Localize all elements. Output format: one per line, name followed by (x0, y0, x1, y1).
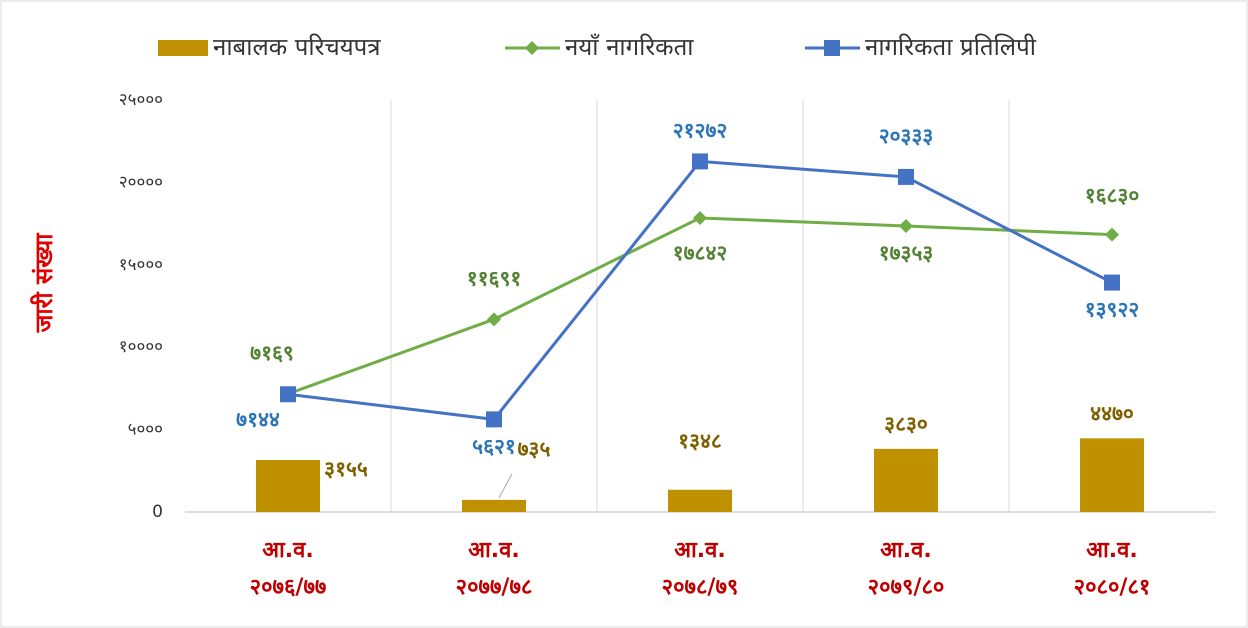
x-tick-label: २०७८/७९ (662, 575, 739, 600)
legend-swatch (158, 40, 208, 56)
marker (1104, 274, 1120, 291)
data-label: १३४८ (678, 429, 722, 453)
bar (874, 448, 938, 512)
data-label: ४४७० (1090, 401, 1134, 425)
data-label: ७१४४ (236, 407, 280, 431)
marker (486, 411, 502, 428)
data-label: ५६२१ (472, 434, 516, 458)
marker (1105, 227, 1119, 242)
marker (280, 386, 296, 403)
y-tick-label: १०००० (119, 337, 163, 357)
y-tick-label: २०००० (119, 172, 163, 192)
y-tick-label: २५००० (119, 90, 163, 110)
leader-line (498, 473, 513, 499)
data-label: ७१६९ (250, 341, 294, 365)
y-tick-label: ५००० (128, 420, 163, 440)
x-tick-label: आ.व. (880, 538, 931, 563)
x-tick-label: २०७७/७८ (456, 575, 533, 600)
legend-marker (824, 40, 840, 56)
legend-label: नागरिकता प्रतिलिपी (865, 33, 1037, 61)
y-tick-label: 0 (152, 502, 163, 522)
data-label: २१२७२ (673, 118, 728, 142)
data-label: ३१५५ (324, 457, 368, 481)
bar (668, 489, 732, 512)
x-tick-label: २०७६/७७ (250, 575, 327, 600)
legend-label: नाबालक परिचयपत्र (213, 33, 381, 61)
marker (693, 210, 707, 225)
y-tick-label: १५००० (119, 255, 163, 275)
marker (899, 219, 913, 234)
bar (1080, 438, 1144, 512)
data-label: १३९२२ (1085, 298, 1140, 322)
x-tick-label: २०७९/८० (868, 575, 945, 600)
marker (898, 168, 914, 185)
data-label: २०३३३ (879, 124, 934, 148)
data-label: ३८३० (884, 412, 928, 436)
legend-label: नयाँ नागरिकता (565, 33, 694, 61)
x-tick-label: आ.व. (1086, 538, 1137, 563)
marker (692, 153, 708, 170)
x-tick-label: आ.व. (262, 538, 313, 563)
x-tick-label: आ.व. (674, 538, 725, 563)
data-label: १७३५३ (879, 241, 934, 265)
data-label: ११६९१ (467, 266, 522, 290)
legend-marker (525, 41, 539, 55)
x-tick-label: २०८०/८१ (1074, 575, 1151, 600)
bar (256, 460, 320, 512)
data-label: १६८३० (1085, 184, 1140, 208)
marker (487, 312, 501, 327)
y-axis-label: जारी संख्या (30, 233, 58, 334)
data-label: ७३५ (518, 437, 551, 461)
x-tick-label: आ.व. (468, 538, 519, 563)
bar (462, 499, 526, 512)
data-label: १७८४२ (673, 241, 728, 265)
